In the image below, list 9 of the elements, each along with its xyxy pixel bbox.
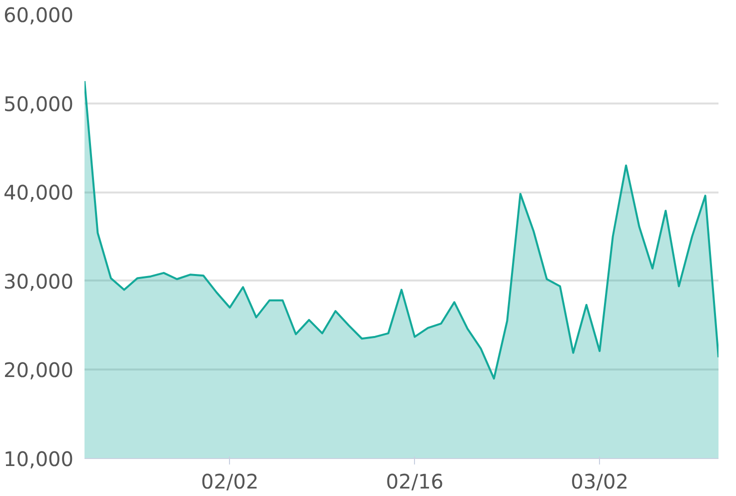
y-tick-label: 60,000 — [4, 3, 74, 27]
x-tick-label: 02/16 — [386, 470, 444, 494]
x-tick-label: 02/02 — [200, 470, 259, 494]
y-tick-label: 40,000 — [4, 180, 74, 205]
y-tick-label: 50,000 — [4, 92, 74, 116]
y-tick-label: 20,000 — [4, 358, 74, 382]
y-tick-label: 10,000 — [4, 447, 74, 471]
y-tick-label: 30,000 — [4, 269, 74, 294]
x-tick-label: 03/02 — [570, 470, 628, 494]
